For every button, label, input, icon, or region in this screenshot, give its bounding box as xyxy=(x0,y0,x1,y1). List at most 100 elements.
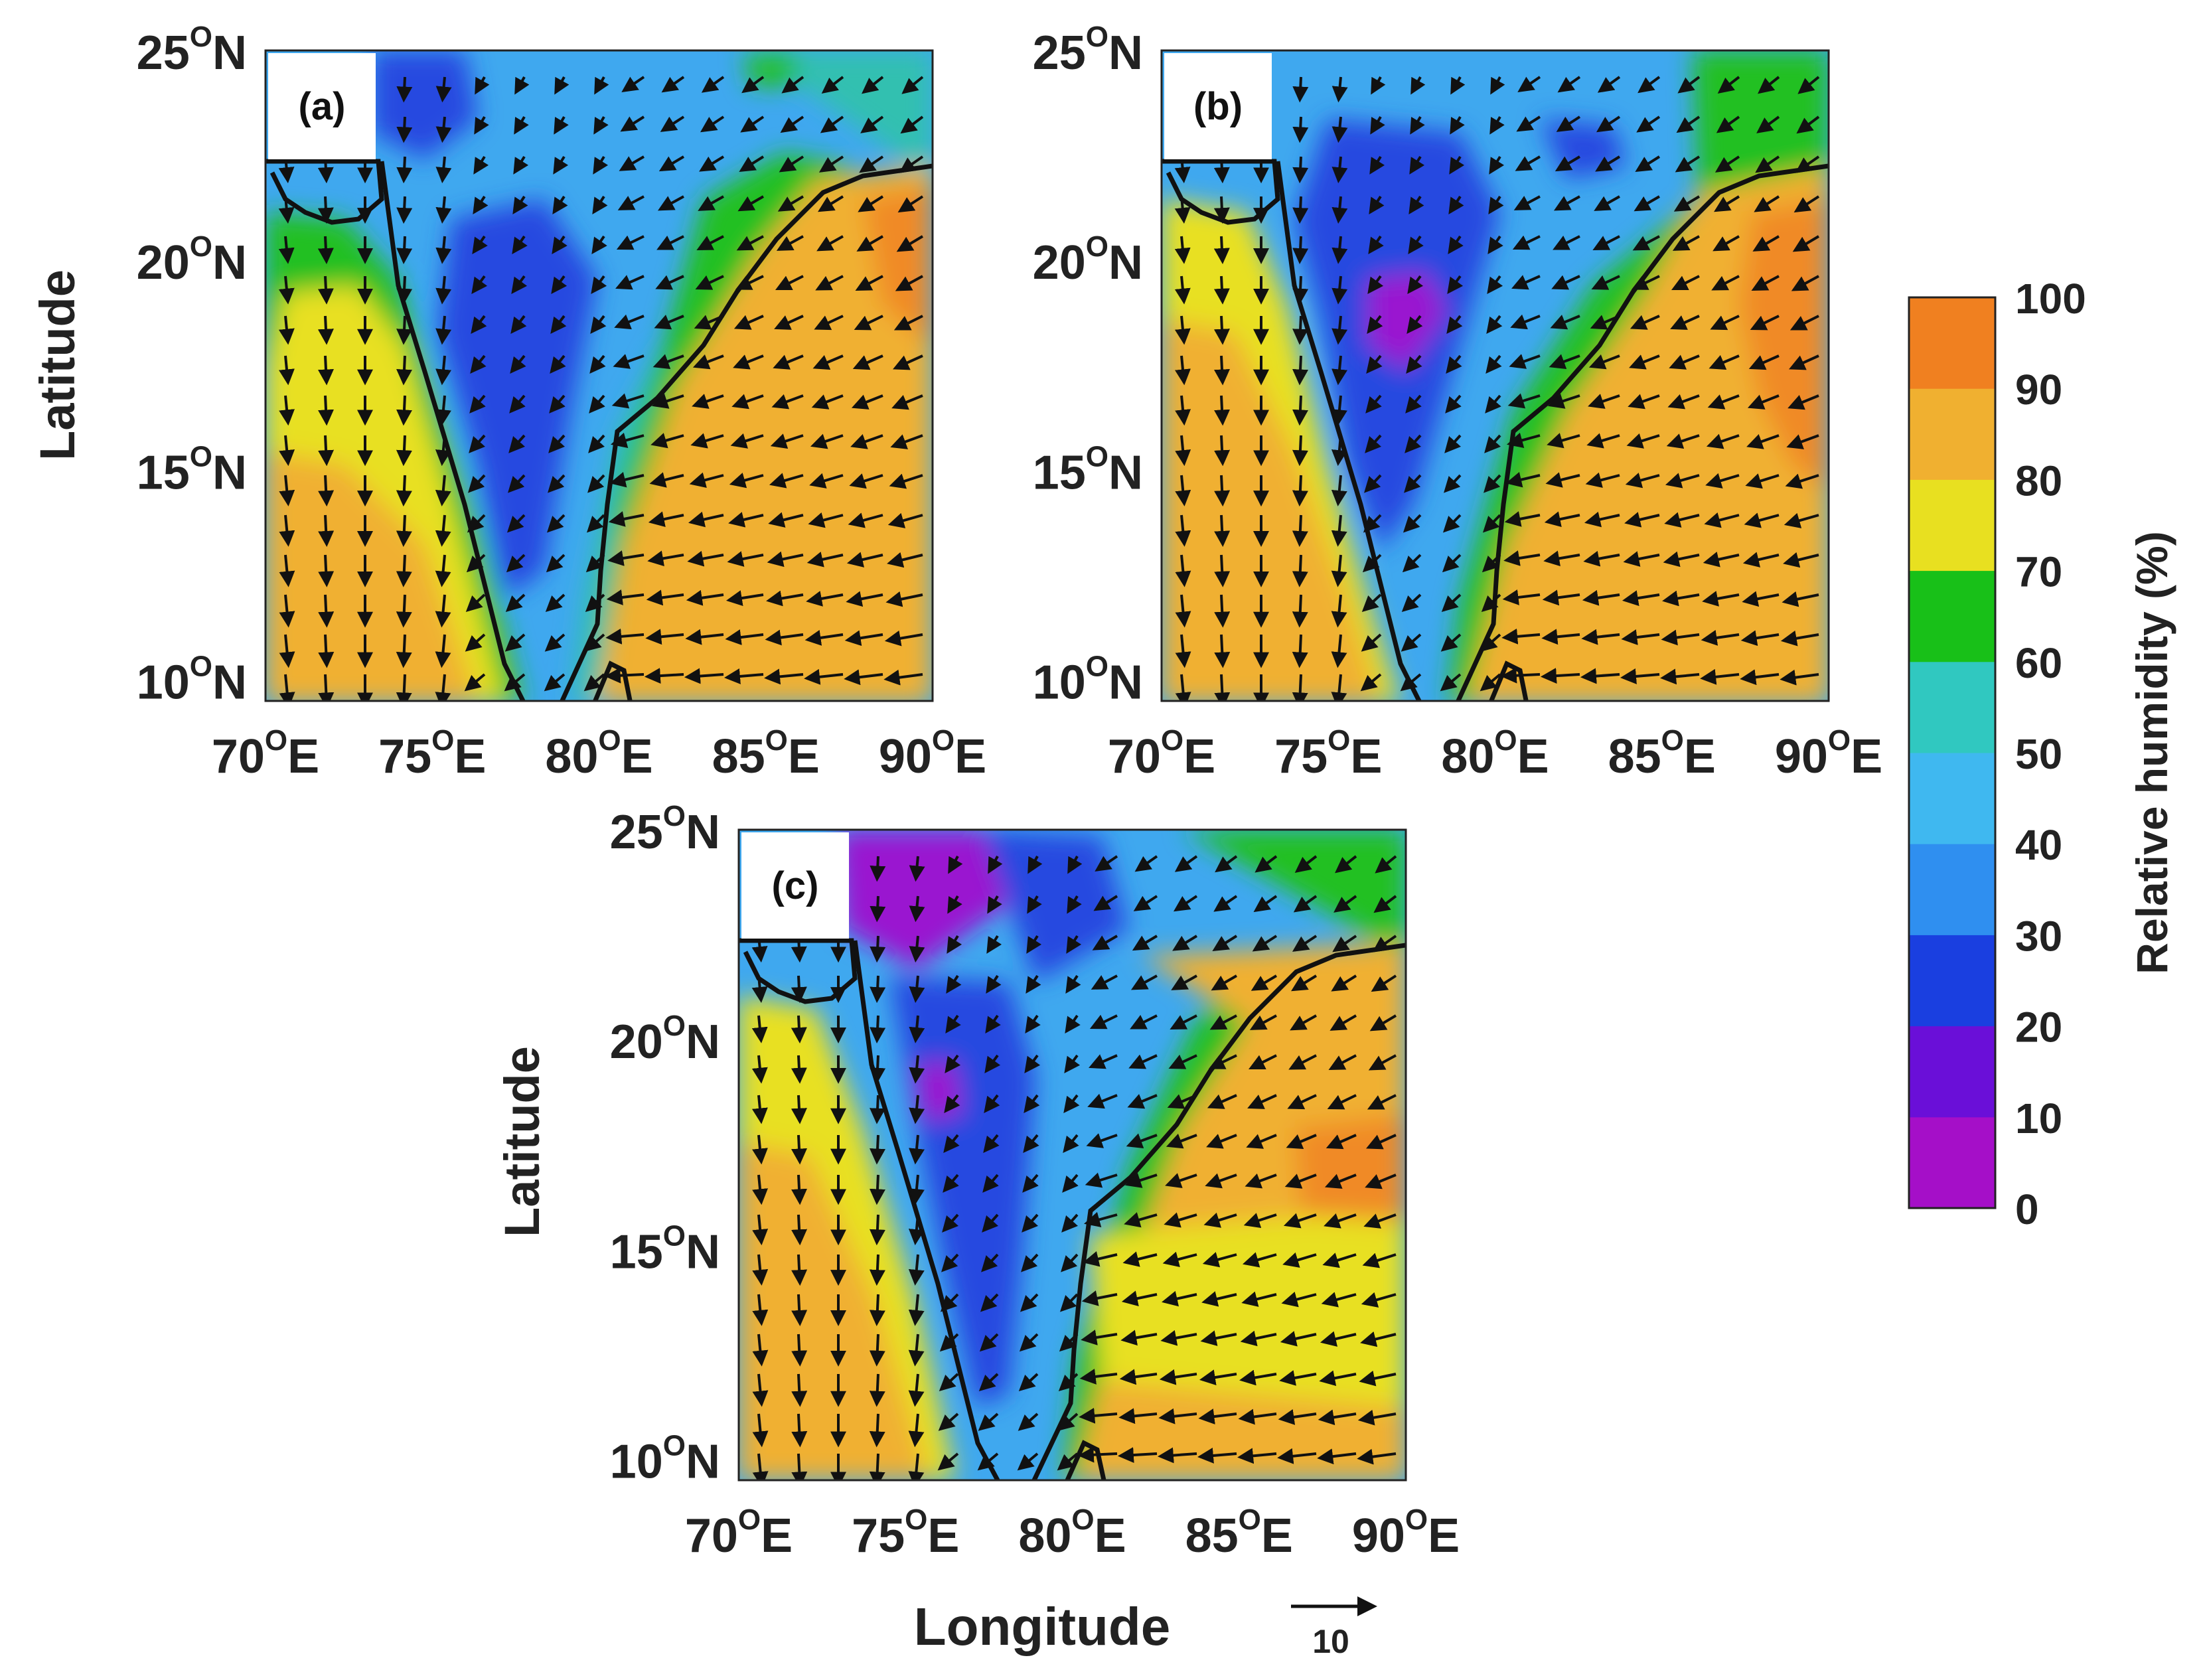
wind-vector xyxy=(1447,275,1464,295)
panel-c-map: (c) xyxy=(739,830,1406,1480)
wind-vector xyxy=(1446,315,1463,335)
wind-vector xyxy=(1215,855,1238,873)
wind-vector xyxy=(1162,1251,1197,1267)
colorbar-tick-label: 40 xyxy=(2015,821,2062,869)
wind-vector xyxy=(1174,156,1191,184)
wind-vector xyxy=(1061,1253,1079,1272)
wind-vector xyxy=(695,275,724,290)
wind-vector xyxy=(1445,394,1462,414)
wind-vector xyxy=(435,594,451,628)
wind-vector xyxy=(1742,552,1780,568)
wind-vector xyxy=(1278,1409,1317,1425)
wind-vector xyxy=(870,1174,885,1205)
wind-vector xyxy=(870,1095,886,1124)
wind-vector xyxy=(1242,1252,1277,1268)
wind-vector xyxy=(591,275,607,295)
wind-vector xyxy=(1331,76,1348,103)
wind-vector xyxy=(1677,76,1701,94)
wind-vector xyxy=(1484,434,1501,453)
colorbar-bin xyxy=(1909,661,1995,753)
wind-vector xyxy=(1175,475,1191,506)
wind-vector xyxy=(1245,1173,1277,1189)
wind-vector xyxy=(396,514,412,547)
wind-vector xyxy=(694,315,724,330)
wind-vector xyxy=(986,935,1002,954)
wind-vector xyxy=(1517,76,1541,93)
wind-vector xyxy=(1213,895,1238,912)
wind-vector xyxy=(733,354,764,370)
wind-vector xyxy=(1213,236,1230,264)
wind-vector xyxy=(1324,1174,1357,1189)
wind-vector xyxy=(909,1055,925,1084)
wind-vector xyxy=(1213,315,1230,345)
wind-vector xyxy=(1328,1054,1357,1070)
wind-vector xyxy=(1024,1094,1040,1114)
wind-vector xyxy=(318,435,335,467)
wind-vector xyxy=(1513,195,1541,210)
wind-vector xyxy=(1373,895,1397,913)
wind-vector xyxy=(318,594,335,628)
wind-vector xyxy=(1448,195,1464,214)
wind-vector xyxy=(1214,514,1231,547)
wind-vector xyxy=(435,116,452,143)
wind-vector xyxy=(1450,115,1465,135)
wind-vector xyxy=(435,76,452,103)
wind-vector xyxy=(1292,514,1308,547)
wind-vector xyxy=(1553,235,1580,250)
wind-vector xyxy=(1020,1293,1039,1312)
wind-vector xyxy=(1758,76,1780,94)
wind-vector xyxy=(909,895,925,923)
wind-vector xyxy=(470,354,487,374)
wind-vector xyxy=(1331,315,1348,345)
wind-vector xyxy=(1255,855,1278,873)
wind-vector xyxy=(1331,475,1347,506)
wind-vector xyxy=(279,554,295,587)
wind-vector xyxy=(1583,550,1620,567)
wind-vector xyxy=(1660,668,1700,685)
wind-vector xyxy=(1081,1290,1118,1306)
wind-vector xyxy=(1704,512,1740,528)
wind-vector xyxy=(661,76,685,93)
wind-vector xyxy=(1446,354,1462,374)
wind-vector xyxy=(1058,1373,1079,1392)
wind-vector xyxy=(1279,1370,1317,1386)
wind-vector xyxy=(698,195,724,211)
wind-vector xyxy=(1712,235,1740,252)
wind-vector xyxy=(752,1134,768,1165)
wind-vector xyxy=(1716,115,1740,133)
wind-vector xyxy=(318,395,335,426)
wind-vector xyxy=(986,974,1002,994)
wind-vector xyxy=(1132,935,1158,951)
colorbar-bin xyxy=(1909,935,1995,1027)
wind-vector xyxy=(1120,1330,1158,1346)
wind-vector xyxy=(1063,1094,1080,1114)
wind-vector xyxy=(855,275,883,291)
wind-vector xyxy=(1625,473,1660,489)
wind-vector xyxy=(909,1134,925,1165)
wind-vector xyxy=(733,315,764,330)
wind-vector xyxy=(1406,354,1422,374)
wind-vector xyxy=(1594,195,1620,211)
wind-vector xyxy=(978,1413,999,1431)
wind-vector xyxy=(897,195,924,213)
wind-vector xyxy=(909,1174,925,1205)
wind-vector xyxy=(740,115,765,133)
wind-vector xyxy=(509,394,526,414)
wind-vector xyxy=(1503,550,1541,566)
wind-vector xyxy=(435,275,452,305)
wind-vector xyxy=(1327,1094,1357,1110)
wind-vector xyxy=(1175,554,1191,587)
wind-vector xyxy=(1122,1251,1158,1267)
wind-vector xyxy=(1197,1447,1237,1464)
wind-vector xyxy=(1440,633,1462,652)
wind-vector xyxy=(869,1294,885,1326)
lon-tick-label: 90OE xyxy=(879,724,986,783)
wind-vector xyxy=(1785,473,1819,489)
wind-vector xyxy=(1202,1252,1237,1268)
wind-vector xyxy=(655,275,684,290)
wind-vector xyxy=(1237,1448,1277,1464)
wind-vector xyxy=(984,1094,1000,1114)
wind-vector xyxy=(941,1253,959,1272)
wind-vector xyxy=(1671,275,1700,290)
wind-vector xyxy=(658,155,685,172)
